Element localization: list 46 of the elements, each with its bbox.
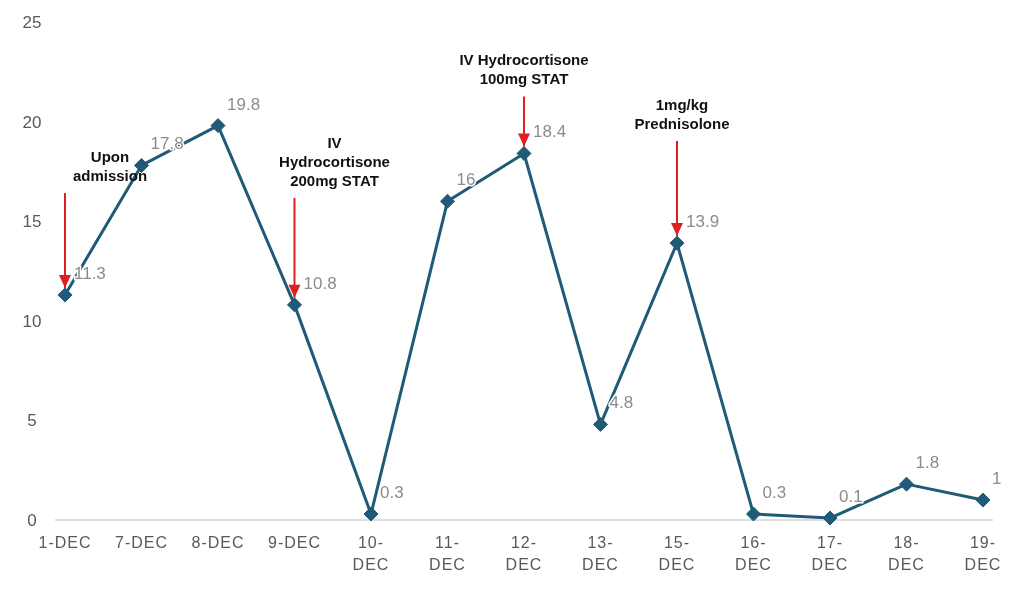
y-tick-label: 15 xyxy=(22,212,42,232)
point xyxy=(975,492,991,508)
x-tick-label: 17-DEC xyxy=(811,534,849,573)
x-tick-label: 1-DEC xyxy=(38,534,92,551)
point xyxy=(593,416,608,432)
point xyxy=(746,506,761,522)
data-label: 10.8 xyxy=(303,273,337,293)
data-label: 1.8 xyxy=(915,453,940,473)
annotation: 1mg/kg Prednisolone xyxy=(634,96,730,133)
y-tick-label: 5 xyxy=(27,411,37,431)
data-label: 0.1 xyxy=(839,487,863,507)
point xyxy=(57,287,73,303)
x-tick-label: 9-DEC xyxy=(267,534,322,551)
x-tick-label: 11-DEC xyxy=(429,534,466,573)
point xyxy=(516,145,532,161)
data-label: 1 xyxy=(992,469,1002,489)
point xyxy=(210,118,226,134)
x-tick-label: 8-DEC xyxy=(191,534,245,551)
data-label: 0.3 xyxy=(762,483,787,503)
point xyxy=(822,510,838,526)
annotation: IV Hydrocortisone 100mg STAT xyxy=(459,51,589,88)
x-tick-label: 16-DEC xyxy=(735,534,772,573)
y-tick-label: 10 xyxy=(22,311,42,331)
x-tick-label: 15-DEC xyxy=(658,534,696,573)
x-tick-label: 7-DEC xyxy=(114,534,169,551)
y-tick-label: 0 xyxy=(27,511,37,530)
point xyxy=(899,476,914,492)
data-label: 4.8 xyxy=(609,393,634,413)
x-tick-label: 19-DEC xyxy=(964,534,1002,573)
annotation: IV Hydrocortisone 200mg STAT xyxy=(279,133,390,189)
data-label: 19.8 xyxy=(227,94,261,114)
data-label: 18.4 xyxy=(533,122,567,142)
y-tick-label: 25 xyxy=(22,13,42,32)
point xyxy=(363,506,379,522)
point xyxy=(669,235,685,251)
x-tick-label: 13-DEC xyxy=(582,534,619,573)
x-tick-label: 12-DEC xyxy=(505,534,543,573)
data-label: 17.8 xyxy=(150,134,184,154)
data-label: 0.3 xyxy=(380,483,404,503)
data-label: 13.9 xyxy=(686,212,720,232)
data-label: 16 xyxy=(456,170,476,190)
point xyxy=(287,297,302,313)
point xyxy=(440,193,455,209)
x-tick-label: 18-DEC xyxy=(888,534,925,573)
x-tick-label: 10-DEC xyxy=(352,534,390,573)
y-tick-label: 20 xyxy=(22,112,42,132)
